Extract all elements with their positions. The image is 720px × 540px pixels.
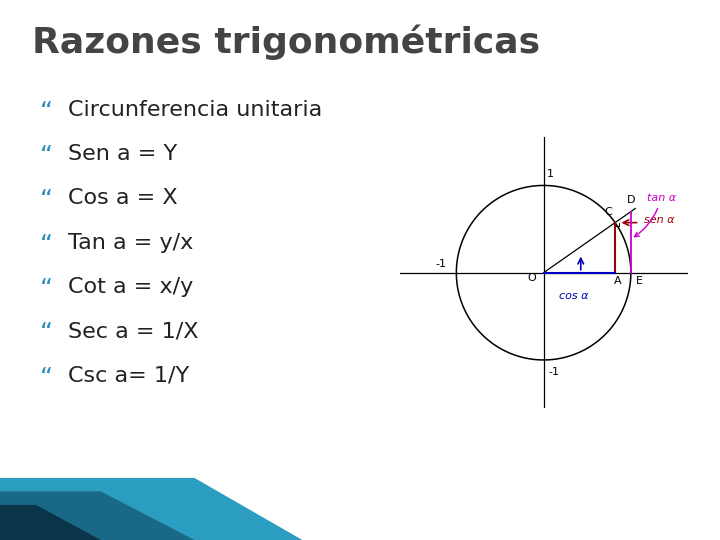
Text: O: O bbox=[527, 273, 536, 284]
Text: E: E bbox=[636, 276, 643, 286]
Text: “: “ bbox=[40, 233, 53, 256]
Polygon shape bbox=[0, 505, 101, 540]
Text: Sec a = 1/X: Sec a = 1/X bbox=[68, 321, 199, 341]
Text: sen α: sen α bbox=[644, 215, 675, 225]
Text: Circunferencia unitaria: Circunferencia unitaria bbox=[68, 100, 323, 120]
Text: “: “ bbox=[40, 100, 53, 124]
Text: “: “ bbox=[40, 144, 53, 168]
Text: D: D bbox=[626, 195, 635, 205]
Text: Tan a = y/x: Tan a = y/x bbox=[68, 233, 194, 253]
Polygon shape bbox=[0, 491, 194, 540]
Text: Cot a = x/y: Cot a = x/y bbox=[68, 277, 194, 297]
Text: “: “ bbox=[40, 277, 53, 301]
Text: cos α: cos α bbox=[559, 291, 588, 301]
Text: Csc a= 1/Y: Csc a= 1/Y bbox=[68, 366, 189, 386]
Text: “: “ bbox=[40, 321, 53, 345]
Text: A: A bbox=[614, 276, 621, 286]
Text: tan α: tan α bbox=[634, 193, 675, 237]
Polygon shape bbox=[0, 478, 302, 540]
Text: “: “ bbox=[40, 366, 53, 389]
Text: Sen a = Y: Sen a = Y bbox=[68, 144, 178, 164]
Text: C: C bbox=[604, 207, 612, 217]
Text: Razones trigonométricas: Razones trigonométricas bbox=[32, 24, 541, 60]
Text: Cos a = X: Cos a = X bbox=[68, 188, 178, 208]
Text: -1: -1 bbox=[548, 367, 559, 377]
Text: 1: 1 bbox=[547, 168, 554, 179]
Text: “: “ bbox=[40, 188, 53, 212]
Text: -1: -1 bbox=[435, 259, 446, 268]
